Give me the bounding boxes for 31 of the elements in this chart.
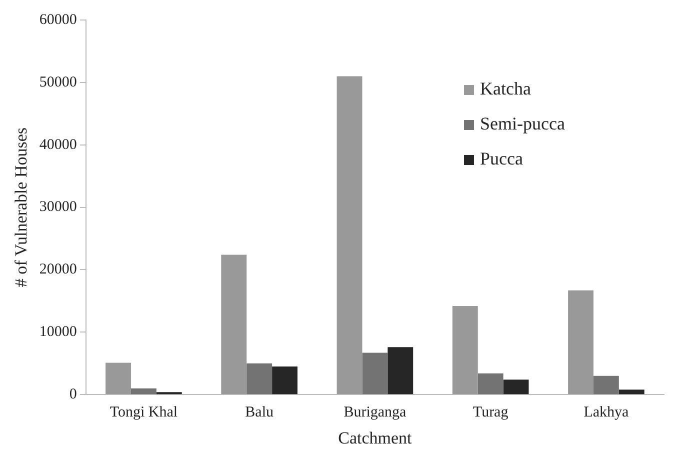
bar xyxy=(362,352,388,394)
bar xyxy=(618,390,644,394)
x-axis-title: Catchment xyxy=(338,428,412,448)
x-tick-label: Balu xyxy=(245,404,274,421)
bar xyxy=(106,362,131,394)
legend-label: Semi-pucca xyxy=(480,114,565,134)
bar xyxy=(388,347,414,394)
bar xyxy=(246,363,272,394)
y-tick-label: 0 xyxy=(69,386,77,403)
x-tick-label: Tongi Khal xyxy=(110,404,178,421)
bar xyxy=(130,388,156,394)
y-tick-label: 20000 xyxy=(39,262,77,278)
y-tick-label: 30000 xyxy=(39,199,77,216)
y-tick-label: 40000 xyxy=(39,136,77,153)
y-tick-label: 50000 xyxy=(39,74,77,90)
x-tick-label: Buriganga xyxy=(344,404,407,421)
x-tick-label: Turag xyxy=(472,404,509,421)
bar xyxy=(503,380,529,394)
bar xyxy=(272,366,298,394)
y-axis-title: # of Vulnerable Houses xyxy=(12,127,31,288)
legend-label: Katcha xyxy=(480,78,531,99)
bar xyxy=(568,290,594,394)
legend-label: Pucca xyxy=(480,148,523,169)
bar xyxy=(221,254,247,394)
y-tick-label: 10000 xyxy=(39,324,77,340)
bar xyxy=(452,306,478,394)
bar xyxy=(478,373,504,394)
y-tick-label: 60000 xyxy=(39,12,77,28)
bar xyxy=(593,376,619,394)
bar xyxy=(336,76,362,394)
x-tick-label: Lakhya xyxy=(584,404,630,421)
